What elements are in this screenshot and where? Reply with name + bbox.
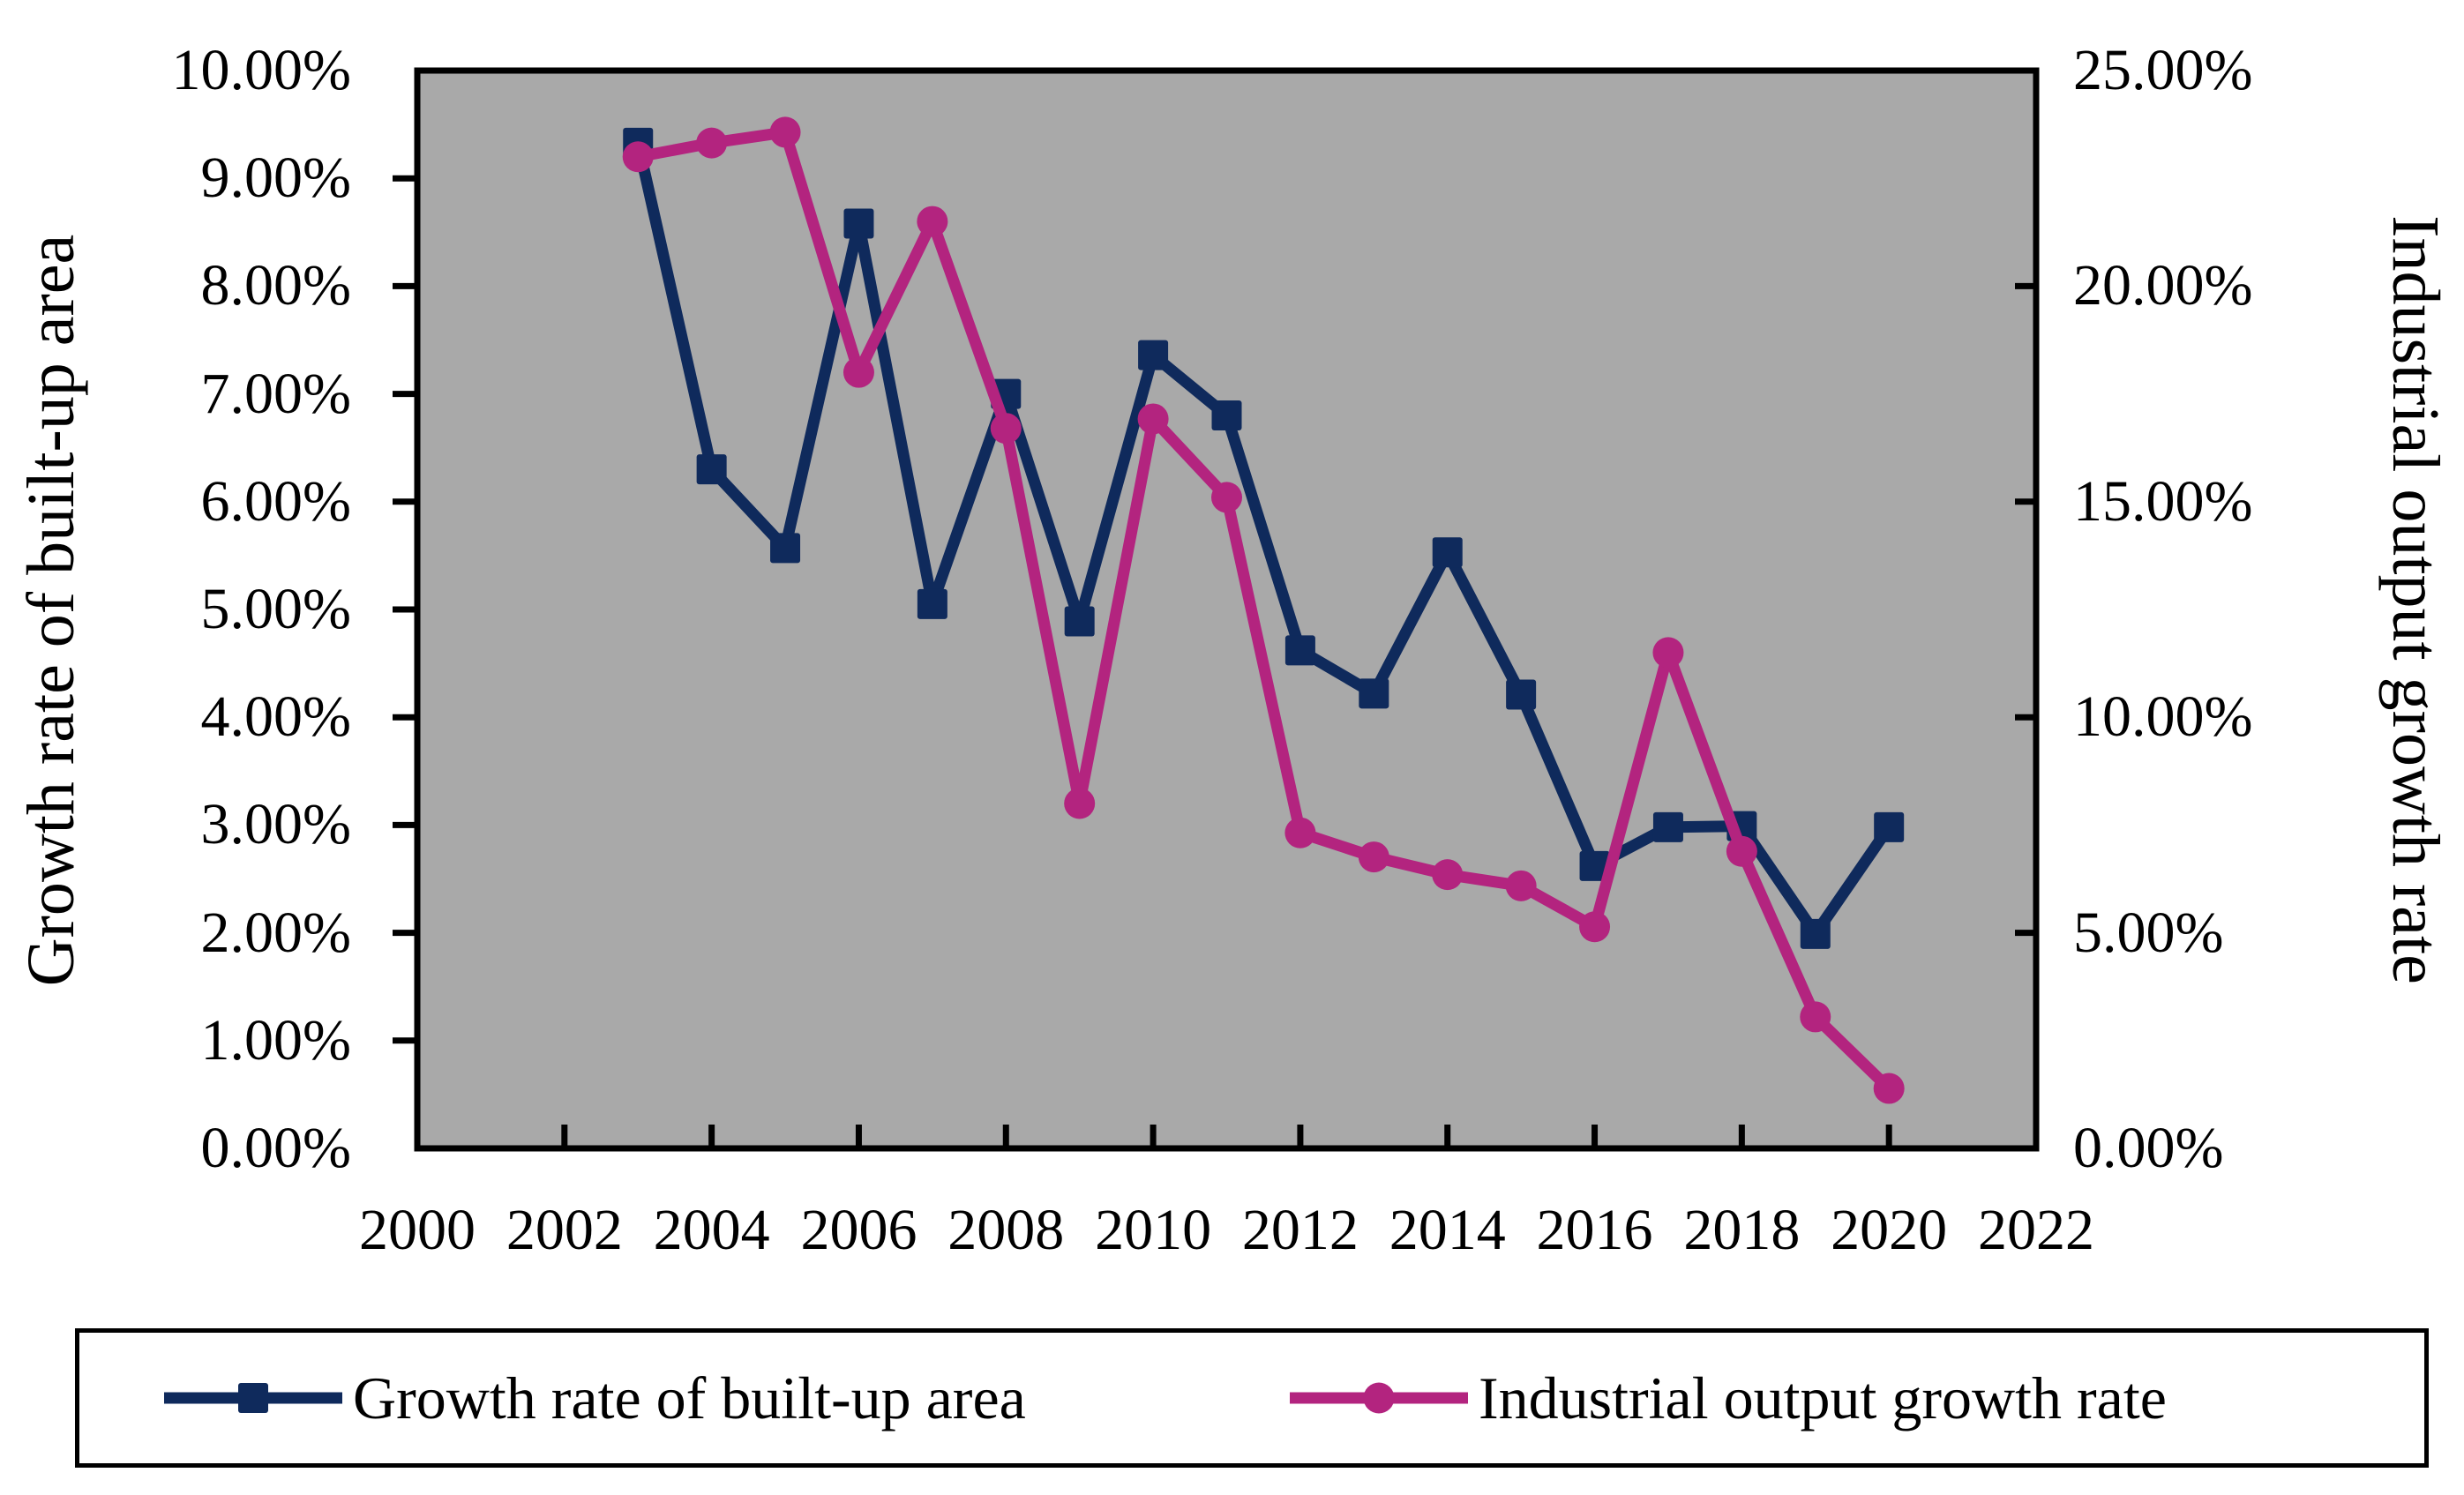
x-axis-tick-label: 2016 <box>1536 1198 1653 1262</box>
left-axis-tick-label: 1.00% <box>200 1007 351 1073</box>
left-axis-tick-label: 3.00% <box>200 792 351 857</box>
data-point-circle <box>843 356 874 388</box>
left-axis-tick-label: 9.00% <box>200 146 351 211</box>
data-point-circle <box>1726 835 1757 867</box>
x-axis-tick-label: 2020 <box>1831 1198 1948 1262</box>
x-axis-tick-label: 2000 <box>359 1198 476 1262</box>
square-series-marker-icon <box>164 1383 342 1413</box>
x-axis-tick-label: 2010 <box>1095 1198 1212 1262</box>
legend-entry-industrial-output: Industrial output growth rate <box>1286 1368 2167 1428</box>
plot-background <box>417 71 2036 1148</box>
data-point-square <box>1432 537 1463 568</box>
x-axis-tick-label: 2008 <box>947 1198 1065 1262</box>
left-axis-tick-label: 4.00% <box>200 684 351 750</box>
data-point-circle <box>1800 1001 1831 1033</box>
data-point-circle <box>1137 403 1169 435</box>
left-axis-tick-label: 7.00% <box>200 361 351 426</box>
x-axis-tick-label: 2014 <box>1389 1198 1506 1262</box>
data-point-circle <box>990 413 1022 445</box>
data-point-circle <box>1505 870 1537 901</box>
left-axis-tick-label: 0.00% <box>200 1116 351 1180</box>
data-point-square <box>1064 606 1095 637</box>
left-axis-title: Growth rate of built-up area <box>14 234 88 987</box>
left-axis-tick-label: 2.00% <box>200 900 351 965</box>
data-point-circle <box>1652 637 1684 669</box>
data-point-square <box>1579 850 1610 881</box>
data-point-square <box>1284 635 1315 666</box>
x-axis-tick-label: 2012 <box>1241 1198 1359 1262</box>
x-axis-tick-label: 2006 <box>800 1198 917 1262</box>
legend-label-built-up-area: Growth rate of built-up area <box>353 1364 1026 1431</box>
legend-entry-built-up-area: Growth rate of built-up area <box>161 1368 1026 1428</box>
x-axis-tick-label: 2004 <box>653 1198 770 1262</box>
data-point-square <box>770 533 801 564</box>
data-point-circle <box>1064 788 1096 819</box>
left-axis-tick-label: 5.00% <box>200 577 351 641</box>
data-point-square <box>1874 811 1905 842</box>
right-axis-tick-label: 20.00% <box>2073 253 2253 318</box>
data-point-circle <box>1873 1073 1905 1104</box>
data-point-circle <box>1358 841 1389 873</box>
data-point-circle <box>696 127 728 159</box>
left-axis-tick-label: 10.00% <box>171 38 351 102</box>
left-axis-tick-label: 6.00% <box>200 468 351 534</box>
series-line-industrial-output <box>637 126 1893 1093</box>
x-axis-tick-label: 2018 <box>1683 1198 1801 1262</box>
right-axis-tick-label: 10.00% <box>2073 684 2253 750</box>
data-point-square <box>1359 678 1389 709</box>
left-axis-tick-label: 8.00% <box>200 253 351 318</box>
right-axis-tick-label: 5.00% <box>2073 900 2224 965</box>
data-point-square <box>1652 811 1683 842</box>
data-point-circle <box>917 206 948 237</box>
data-point-square <box>696 454 727 485</box>
data-point-square <box>843 208 874 239</box>
data-point-square <box>1211 400 1242 431</box>
data-point-circle <box>622 141 654 173</box>
data-point-square <box>917 588 947 619</box>
plot-border <box>414 67 2040 1152</box>
data-point-square <box>1138 340 1169 370</box>
legend-label-industrial-output: Industrial output growth rate <box>1479 1364 2167 1431</box>
data-point-circle <box>1284 817 1316 848</box>
right-axis-tick-label: 25.00% <box>2073 38 2253 102</box>
right-axis-tick-label: 15.00% <box>2073 468 2253 534</box>
data-point-circle <box>1211 482 1242 513</box>
data-point-circle <box>1579 911 1611 943</box>
data-point-square <box>1800 918 1831 949</box>
circle-series-marker-icon <box>1290 1382 1468 1414</box>
data-point-square <box>1506 679 1537 710</box>
data-point-circle <box>769 116 801 148</box>
right-axis-tick-label: 0.00% <box>2073 1116 2224 1180</box>
data-point-circle <box>1432 859 1464 891</box>
legend: Growth rate of built-up area Industrial … <box>75 1328 2429 1468</box>
x-axis-tick-label: 2022 <box>1978 1198 2094 1262</box>
x-axis-tick-label: 2002 <box>506 1198 623 1262</box>
right-axis-title: Industrial output growth rate <box>2378 215 2453 984</box>
